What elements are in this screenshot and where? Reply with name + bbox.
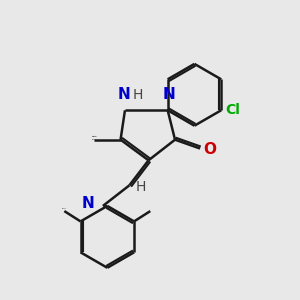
Text: Cl: Cl (226, 103, 241, 117)
Text: O: O (204, 142, 217, 158)
Text: N: N (82, 196, 94, 211)
Text: methyl: methyl (62, 208, 67, 209)
Text: H: H (132, 88, 143, 102)
Text: N: N (117, 87, 130, 102)
Text: H: H (136, 180, 146, 194)
Text: methyl: methyl (93, 136, 98, 137)
Text: N: N (163, 87, 175, 102)
Text: methyl: methyl (92, 138, 97, 140)
Text: methyl: methyl (92, 136, 97, 137)
